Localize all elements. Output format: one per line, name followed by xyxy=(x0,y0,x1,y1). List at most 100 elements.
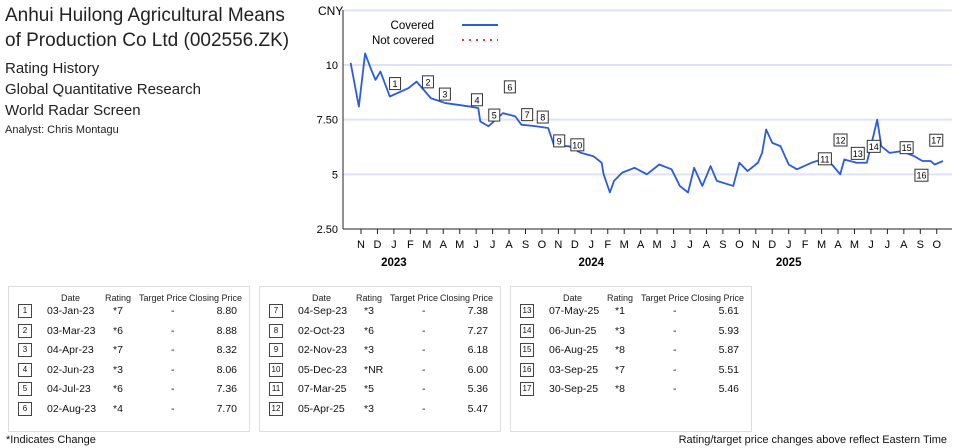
rating-marker-box xyxy=(817,152,832,166)
row-target-price: - xyxy=(171,324,175,337)
row-rating: *3 xyxy=(364,344,374,357)
rating-marker-label: 11 xyxy=(820,154,829,164)
x-tick-label: M xyxy=(620,239,629,251)
x-tick-label: S xyxy=(719,239,726,251)
rating-marker-label: 6 xyxy=(507,82,512,92)
y-tick-label: 2.50 xyxy=(317,224,338,236)
row-rating: *4 xyxy=(113,403,123,415)
x-tick-label: D xyxy=(373,239,381,251)
row-closing-price: 7.70 xyxy=(216,403,237,415)
rating-marker-box xyxy=(503,80,516,94)
row-rating: *5 xyxy=(364,383,374,396)
table-row: 11 07-Mar-25 *5 - 5.36 xyxy=(260,382,500,398)
row-date: 04-Sep-23 xyxy=(298,305,348,317)
rating-marker-label: 16 xyxy=(916,171,926,181)
row-target-price: - xyxy=(673,305,677,317)
row-rating: *6 xyxy=(364,324,374,337)
x-tick-label: A xyxy=(505,239,513,251)
rating-marker-label: 1 xyxy=(393,79,398,89)
row-number-box: 7 xyxy=(269,304,283,318)
row-date: 04-Apr-23 xyxy=(47,344,94,357)
row-number-box: 1 xyxy=(18,304,32,318)
header-date: Date xyxy=(312,293,332,303)
rating-marker-box xyxy=(421,75,434,89)
table-row: 8 02-Oct-23 *6 - 7.27 xyxy=(260,323,500,340)
rating-marker-box xyxy=(536,110,549,124)
row-number-box: 8 xyxy=(269,323,283,338)
subtitle-rating-history: Rating History xyxy=(5,60,100,77)
row-closing-price: 6.00 xyxy=(467,363,488,376)
row-closing-price: 7.38 xyxy=(467,305,488,317)
legend-covered-label: Covered xyxy=(391,20,434,32)
x-tick-label: M xyxy=(817,239,826,251)
row-date: 03-Sep-25 xyxy=(549,363,599,376)
table-row: 1 03-Jan-23 *7 - 8.80 xyxy=(9,304,249,320)
row-rating: *6 xyxy=(113,383,123,396)
table-row: 5 04-Jul-23 *6 - 7.36 xyxy=(9,382,249,398)
row-closing-price: 5.51 xyxy=(718,363,739,376)
row-date: 05-Dec-23 xyxy=(298,363,348,376)
x-tick-label: J xyxy=(391,239,397,251)
row-target-price: - xyxy=(171,383,175,396)
rating-marker-box xyxy=(470,93,483,107)
table-row: 15 06-Aug-25 *8 - 5.87 xyxy=(511,343,751,359)
rating-marker-box xyxy=(438,87,451,101)
row-date: 06-Jun-25 xyxy=(549,324,597,337)
row-rating: *3 xyxy=(113,363,123,376)
x-tick-label: F xyxy=(407,239,414,251)
x-tick-label: J xyxy=(671,239,677,251)
x-year-label: 2024 xyxy=(579,257,605,269)
rating-marker-label: 3 xyxy=(442,90,447,100)
rating-marker-label: 4 xyxy=(474,95,479,105)
rating-marker-box xyxy=(899,141,914,155)
row-number-box: 15 xyxy=(520,343,534,358)
x-tick-label: A xyxy=(440,239,448,251)
rating-marker-label: 14 xyxy=(869,142,879,152)
row-closing-price: 8.88 xyxy=(216,324,237,337)
x-tick-label: J xyxy=(786,239,792,251)
row-target-price: - xyxy=(673,383,677,396)
x-tick-label: N xyxy=(752,239,760,251)
row-date: 04-Jul-23 xyxy=(47,383,91,396)
x-tick-label: S xyxy=(522,239,529,251)
header-target: Target Price xyxy=(139,293,188,303)
row-target-price: - xyxy=(171,305,175,317)
header-close: Closing Price xyxy=(189,293,243,303)
row-number-box: 5 xyxy=(18,382,32,397)
row-number-box: 10 xyxy=(269,362,283,377)
row-rating: *7 xyxy=(615,363,625,376)
row-date: 05-Apr-25 xyxy=(298,403,345,415)
row-rating: *1 xyxy=(615,305,625,317)
row-target-price: - xyxy=(171,344,175,357)
row-target-price: - xyxy=(422,383,426,396)
header-target: Target Price xyxy=(390,293,439,303)
x-tick-label: J xyxy=(687,239,693,251)
x-tick-label: D xyxy=(768,239,776,251)
rating-marker-box xyxy=(914,168,929,182)
x-tick-label: M xyxy=(850,239,859,251)
rating-marker-box xyxy=(521,108,534,122)
header-date: Date xyxy=(563,293,583,303)
row-number-box: 17 xyxy=(520,382,534,397)
rating-marker-label: 2 xyxy=(425,77,430,87)
rating-marker-label: 9 xyxy=(557,136,562,146)
x-tick-label: J xyxy=(885,239,891,251)
footnote-change: *Indicates Change xyxy=(6,434,96,446)
x-year-label: 2025 xyxy=(776,257,802,269)
row-rating: *7 xyxy=(113,305,123,317)
row-number-box: 11 xyxy=(269,382,283,397)
table-row: 9 02-Nov-23 *3 - 6.18 xyxy=(260,343,500,359)
row-target-price: - xyxy=(422,324,426,337)
row-closing-price: 7.27 xyxy=(467,324,488,337)
table-row: 10 05-Dec-23 *NR - 6.00 xyxy=(260,362,500,379)
price-line-covered xyxy=(349,52,944,194)
row-closing-price: 6.18 xyxy=(467,344,488,357)
y-tick-label: 5 xyxy=(332,169,338,181)
rating-marker-label: 15 xyxy=(902,143,912,153)
row-closing-price: 8.06 xyxy=(216,363,237,376)
table-row: 3 04-Apr-23 *7 - 8.32 xyxy=(9,343,249,359)
row-closing-price: 8.32 xyxy=(216,344,237,357)
row-number-box: 6 xyxy=(18,402,32,416)
x-tick-label: F xyxy=(802,239,809,251)
rating-marker-label: 17 xyxy=(931,136,941,146)
